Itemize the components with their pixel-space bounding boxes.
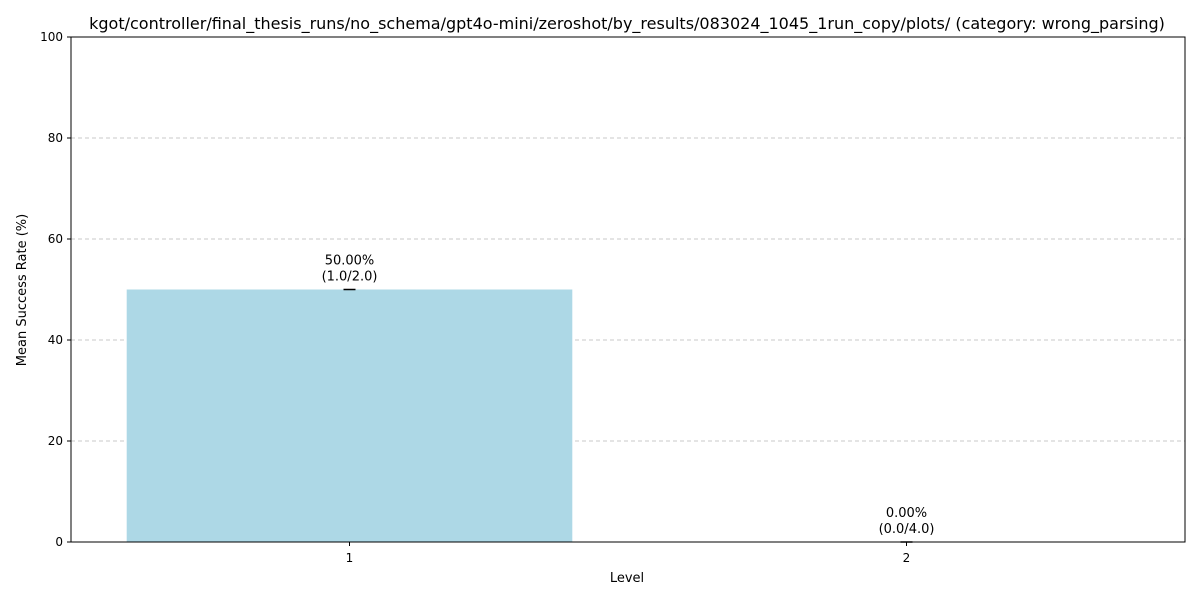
labels: 0 20 40 60 80 100 50.00%(1.0/2.0) 1 0.00%(0.0/4.…	[40, 30, 934, 565]
y-tick-label: 100	[40, 30, 63, 44]
bar	[126, 289, 573, 542]
bar-value-label: 0.00%	[886, 506, 927, 521]
bar-value-label: 50.00%	[325, 254, 375, 269]
y-tick-label: 20	[48, 434, 63, 448]
x-tick-label: 2	[903, 551, 911, 565]
bar-count-label: (0.0/4.0)	[879, 522, 935, 537]
axes	[67, 36, 1186, 546]
y-tick-label: 40	[48, 333, 63, 347]
x-axis-label: Level	[610, 571, 644, 586]
bars	[126, 288, 913, 543]
y-tick-label: 80	[48, 131, 63, 145]
y-tick-label: 0	[55, 535, 63, 549]
bar-count-label: (1.0/2.0)	[322, 270, 378, 285]
y-tick-label: 60	[48, 232, 63, 246]
y-axis-label: Mean Success Rate (%)	[15, 214, 30, 366]
chart-title: kgot/controller/final_thesis_runs/no_sch…	[89, 14, 1165, 34]
x-tick-label: 1	[346, 551, 354, 565]
plot-frame	[70, 36, 1186, 543]
